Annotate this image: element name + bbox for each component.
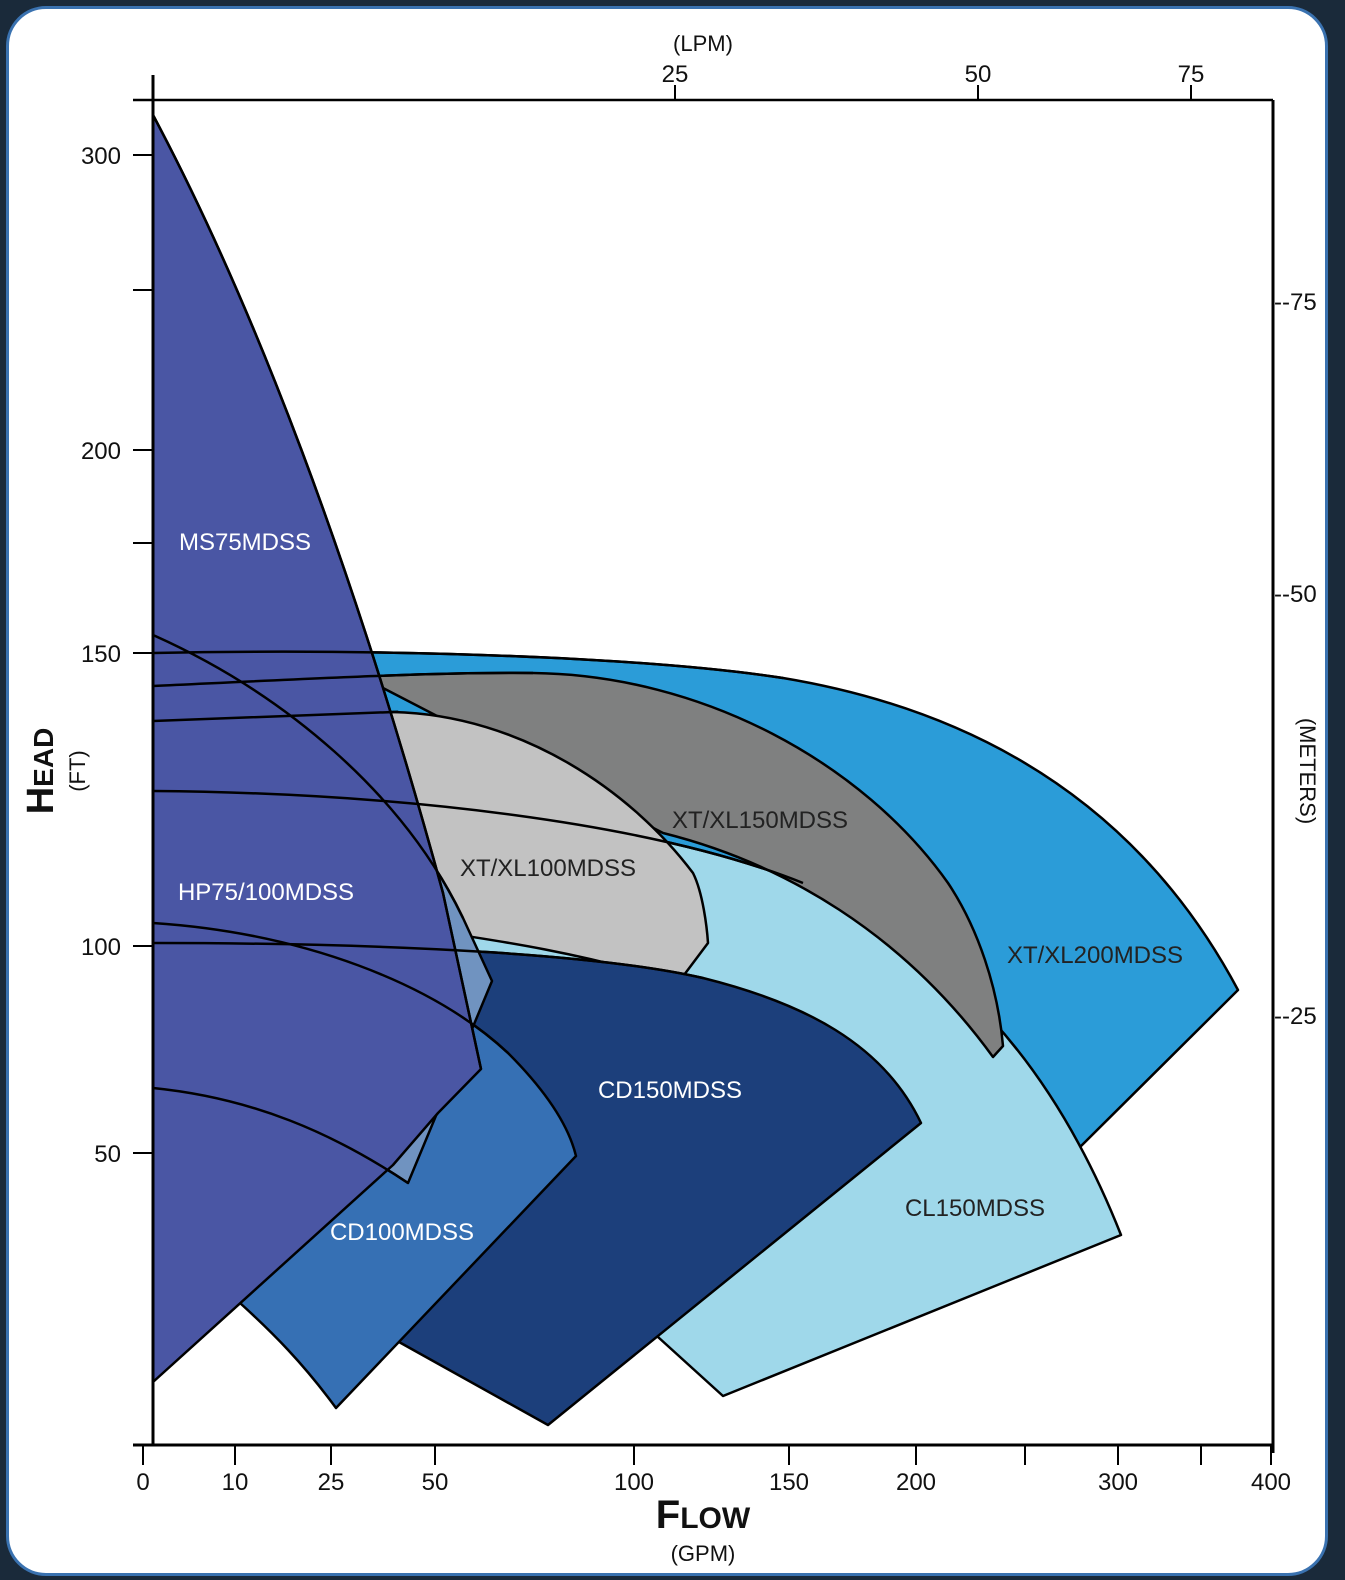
x-tick-label: 200	[896, 1469, 936, 1496]
x-tick-label: 150	[769, 1469, 809, 1496]
right-tick-label: --25	[1274, 1003, 1317, 1030]
right-tick-label: --50	[1274, 581, 1317, 608]
pump-performance-chart: 50 100 150 200 300 --25 --50 --75 0 10 25 50 100 150 2…	[20, 31, 1320, 1566]
curve-line-2	[152, 671, 534, 688]
label-xt-xl200mdss: XT/XL200MDSS	[1007, 942, 1183, 969]
y-tick-label: 150	[81, 641, 121, 668]
x-tick-label: 25	[318, 1469, 345, 1496]
label-ms75mdss: MS75MDSS	[179, 529, 311, 556]
x-tick-label: 400	[1251, 1469, 1291, 1496]
curve-line-5	[152, 941, 704, 980]
y-axis-unit: (FT)	[65, 750, 90, 792]
curve-line-7	[151, 114, 483, 1070]
curve-line-8	[152, 1086, 409, 1185]
x-axis-title: FLOW	[656, 1493, 751, 1537]
y-tick-label: 200	[81, 438, 121, 465]
top-tick-label: 75	[1178, 61, 1205, 88]
x-tick-label: 100	[614, 1469, 654, 1496]
x-tick-label: 0	[136, 1469, 149, 1496]
curve-line-6	[152, 650, 784, 680]
label-xt-xl150mdss: XT/XL150MDSS	[672, 807, 848, 834]
chart-frame: 50 100 150 200 300 --25 --50 --75 0 10 25 50 100 150 2…	[6, 6, 1328, 1576]
right-tick-label: --75	[1274, 289, 1317, 316]
top-tick-label: 25	[662, 61, 689, 88]
right-axis-unit: (METERS)	[1295, 718, 1320, 824]
x-axis-unit: (GPM)	[671, 1541, 736, 1566]
curve-line-4	[152, 921, 509, 1054]
x-tick-label: 50	[422, 1469, 449, 1496]
curve-line-1	[152, 710, 399, 723]
label-cd150mdss: CD150MDSS	[598, 1077, 742, 1104]
y-tick-label: 50	[94, 1141, 121, 1168]
x-tick-label: 300	[1098, 1469, 1138, 1496]
top-tick-label: 50	[965, 61, 992, 88]
y-tick-label: 100	[81, 934, 121, 961]
curve-line-3	[152, 789, 804, 885]
label-hp75-100mdss: HP75/100MDSS	[178, 879, 354, 906]
label-xt-xl100mdss: XT/XL100MDSS	[460, 855, 636, 882]
top-axis-unit: (LPM)	[673, 31, 733, 56]
label-cd100mdss: CD100MDSS	[330, 1219, 474, 1246]
label-cl150mdss: CL150MDSS	[905, 1195, 1045, 1222]
x-tick-label: 10	[222, 1469, 249, 1496]
y-axis-title: HEAD	[20, 728, 62, 815]
y-tick-label: 300	[81, 143, 121, 170]
